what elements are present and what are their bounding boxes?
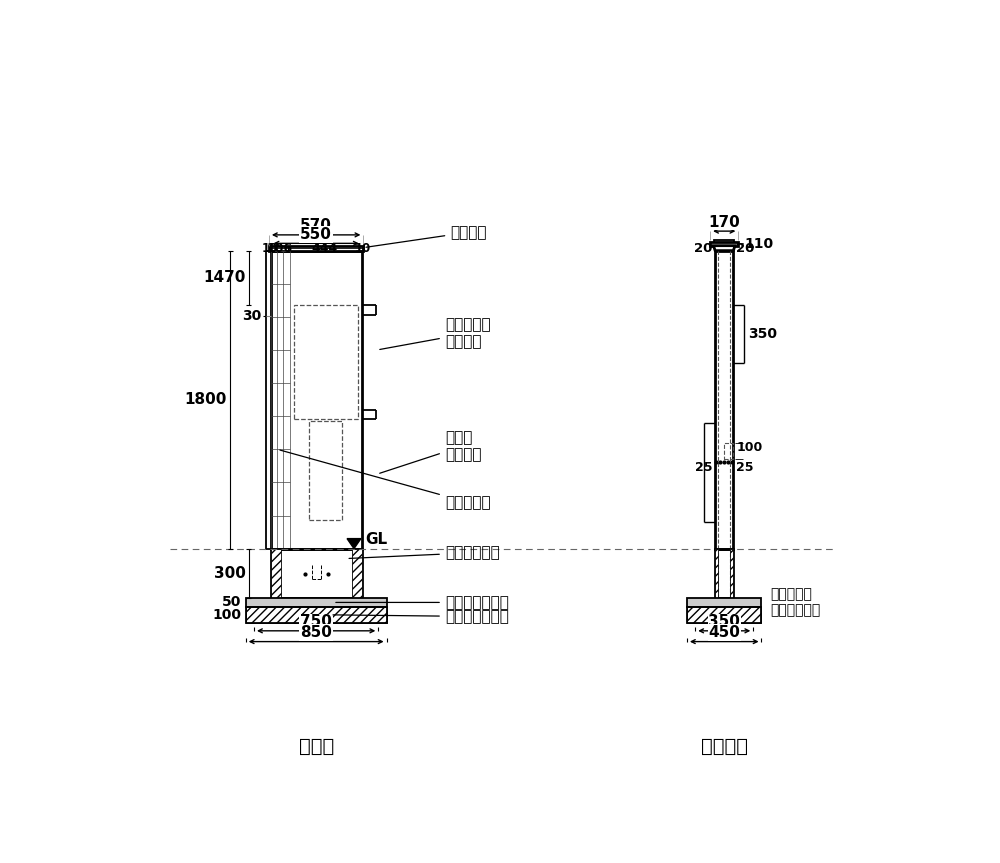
Bar: [724, 443, 733, 459]
Text: コンクリート: コンクリート: [349, 545, 500, 560]
Bar: [271, 250, 362, 549]
Text: 表札・照明
取付範囲: 表札・照明 取付範囲: [380, 318, 490, 350]
Bar: [271, 549, 362, 598]
Bar: [687, 607, 761, 623]
Text: 750: 750: [300, 614, 332, 629]
Text: クラッシャラン: クラッシャラン: [333, 609, 509, 624]
Text: 106: 106: [266, 242, 292, 255]
Text: 350: 350: [748, 327, 777, 341]
Text: 170: 170: [708, 215, 740, 230]
Bar: [352, 549, 362, 598]
Text: タイル貼り: タイル貼り: [280, 450, 490, 510]
Bar: [269, 246, 363, 250]
Polygon shape: [347, 539, 361, 549]
Bar: [715, 549, 733, 598]
Text: 444: 444: [312, 242, 338, 255]
Bar: [246, 607, 387, 623]
Text: 1800: 1800: [185, 392, 227, 407]
Text: 20: 20: [736, 242, 754, 255]
Polygon shape: [713, 246, 735, 250]
Bar: [714, 241, 734, 243]
Text: 300: 300: [214, 566, 246, 581]
Text: GL: GL: [365, 532, 387, 547]
Text: 25: 25: [695, 461, 712, 474]
Text: キャップ: キャップ: [366, 224, 487, 247]
Bar: [246, 598, 387, 607]
Text: 450: 450: [708, 625, 740, 640]
Bar: [710, 243, 738, 246]
Bar: [294, 306, 358, 419]
Text: 550: 550: [300, 227, 332, 242]
Bar: [730, 549, 733, 598]
Bar: [715, 549, 718, 598]
Text: 30: 30: [242, 309, 261, 323]
Bar: [715, 250, 733, 549]
Text: 350: 350: [708, 614, 740, 629]
Bar: [687, 607, 761, 623]
Text: 100: 100: [212, 608, 241, 622]
Text: 正面図: 正面図: [299, 737, 334, 756]
Text: 10: 10: [354, 242, 371, 255]
Text: 850: 850: [300, 625, 332, 640]
Text: 自立補助棒
（鉄筋など）: 自立補助棒 （鉄筋など）: [771, 588, 821, 618]
Bar: [246, 607, 387, 623]
Text: 25: 25: [736, 461, 754, 474]
Text: 右側面図: 右側面図: [701, 737, 748, 756]
Text: 110: 110: [744, 236, 774, 250]
Bar: [309, 421, 342, 520]
Text: 空練りモルタル: 空練りモルタル: [336, 595, 509, 610]
Text: 570: 570: [300, 218, 332, 233]
Text: ポスト
取付範囲: ポスト 取付範囲: [380, 430, 481, 473]
Text: 20: 20: [694, 242, 713, 255]
Bar: [271, 549, 281, 598]
Text: 100: 100: [736, 441, 763, 454]
Text: 10: 10: [262, 242, 278, 255]
Text: 50: 50: [222, 595, 241, 609]
Bar: [687, 598, 761, 607]
Text: 1470: 1470: [203, 270, 246, 286]
